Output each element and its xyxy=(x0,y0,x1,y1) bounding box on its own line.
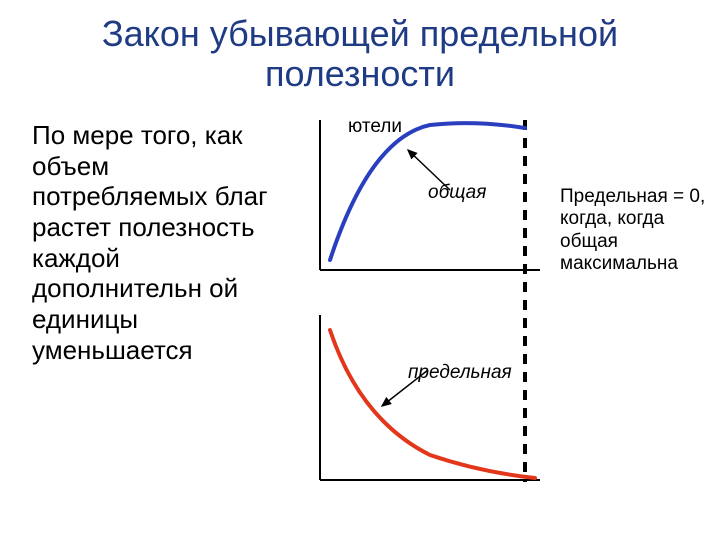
charts-svg xyxy=(300,110,550,490)
charts-region: ютели общая предельная xyxy=(300,110,550,490)
y-axis-label: ютели xyxy=(348,116,402,138)
side-annotation: Предельная = 0, когда, когда общая макси… xyxy=(560,186,710,276)
label-total-utility: общая xyxy=(428,182,486,204)
slide-title: Закон убывающей предельной полезности xyxy=(50,14,670,95)
label-marginal-utility: предельная xyxy=(408,362,512,384)
body-paragraph: По мере того, как объем потребляемых бла… xyxy=(32,120,282,365)
slide: Закон убывающей предельной полезности По… xyxy=(0,0,720,540)
